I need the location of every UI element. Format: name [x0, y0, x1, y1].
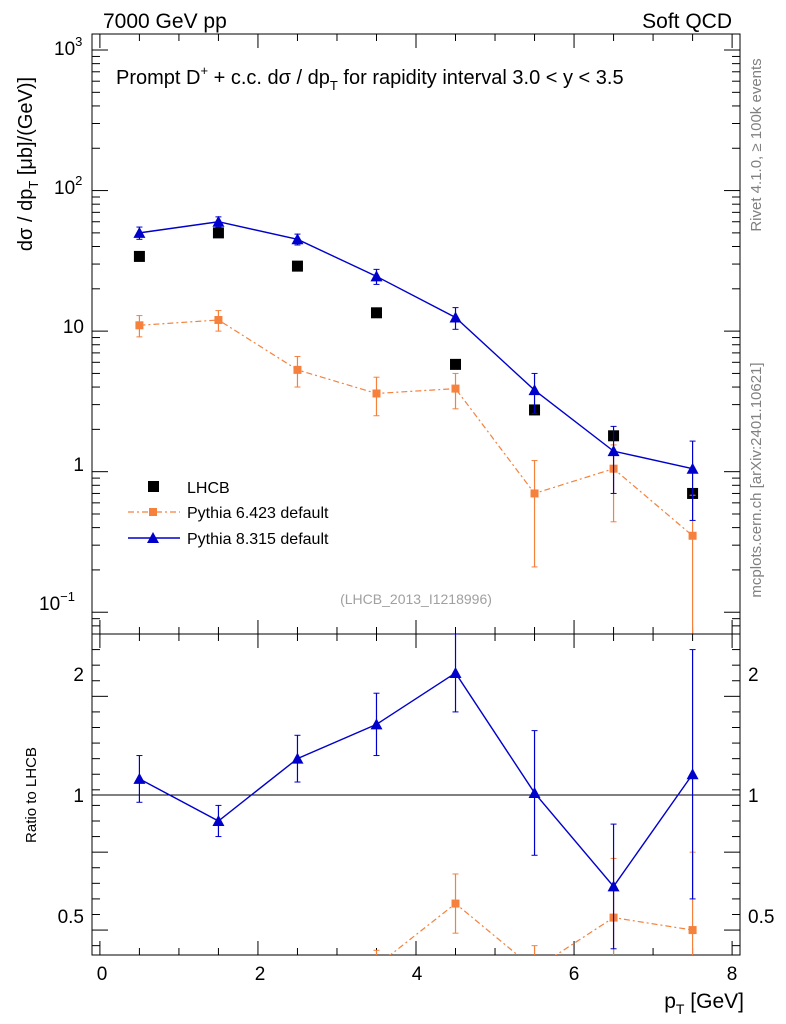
ratio-ytick-right-2: 2 [748, 665, 759, 686]
point-py6 [135, 321, 144, 330]
ratio-ytick-left-05: 0.5 [58, 907, 84, 928]
ylabel-sub: T [26, 181, 41, 189]
point-py8-ratio [370, 718, 383, 730]
point-py8 [212, 215, 225, 227]
point-lhcb [291, 260, 303, 272]
title-pre: Prompt D [116, 67, 200, 89]
ratio-ytick-right-1: 1 [748, 786, 759, 807]
series-line-py6-ratio [389, 902, 693, 955]
point-py8-ratio [686, 768, 699, 780]
point-py8 [291, 233, 304, 245]
xtick-0: 0 [97, 964, 108, 985]
main-ticks [92, 34, 740, 635]
main-panel: Prompt D+ + c.c. dσ / dpT for rapidity i… [15, 33, 741, 635]
ytick-01-exp: −1 [60, 589, 75, 604]
xtick-6: 6 [569, 964, 580, 985]
ratio-ticks [92, 633, 740, 955]
ytick-100: 102 [54, 173, 82, 199]
series-line-py8 [139, 221, 693, 470]
ratio-y-label: Ratio to LHCB [23, 747, 40, 843]
analysis-id: (LHCB_2013_I1218996) [340, 591, 492, 607]
point-py8 [449, 311, 462, 323]
xlabel-post: [GeV] [684, 990, 744, 1013]
main-series [133, 215, 699, 634]
ylabel-pre: dσ / dp [15, 189, 37, 251]
point-py6-ratio [451, 899, 460, 908]
point-py6 [530, 489, 539, 498]
ytick-1000-base: 10 [54, 39, 75, 60]
xtick-8: 8 [727, 964, 738, 985]
point-py8 [370, 270, 383, 282]
point-lhcb [450, 358, 462, 370]
xlabel-sub: T [676, 1001, 685, 1017]
collision-label: 7000 GeV pp [103, 10, 227, 33]
point-py8 [686, 462, 699, 474]
point-py8-ratio [449, 666, 462, 678]
ytick-1: 1 [73, 455, 84, 476]
point-py6 [293, 365, 302, 374]
point-py6-ratio [372, 962, 380, 970]
ratio-ytick-left-2: 2 [73, 665, 84, 686]
point-py8-ratio [212, 814, 225, 826]
ytick-1000: 103 [54, 34, 82, 60]
ytick-01: 10−1 [39, 589, 75, 615]
ytick-01-base: 10 [39, 594, 60, 615]
process-label: Soft QCD [642, 10, 732, 33]
legend: LHCB Pythia 6.423 default Pythia 8.315 d… [128, 480, 329, 548]
title-sub: T [330, 78, 338, 93]
point-py6 [451, 384, 460, 393]
legend-marker-lhcb [148, 481, 159, 492]
ytick-100-exp: 2 [75, 173, 82, 188]
y-axis-label: dσ / dpT [μb]/(GeV)] [15, 77, 41, 251]
ratio-ytick-left-1: 1 [73, 786, 84, 807]
point-py6 [372, 389, 381, 398]
title-sup: + [200, 63, 208, 78]
ratio-panel: Ratio to LHCB 2 1 0.5 2 1 0.5 0 2 4 6 8 … [23, 633, 774, 1017]
point-py6 [214, 315, 223, 324]
ytick-10: 10 [63, 317, 84, 338]
legend-label-py6: Pythia 6.423 default [187, 505, 329, 522]
chart-title: Prompt D+ + c.c. dσ / dpT for rapidity i… [116, 63, 624, 93]
point-lhcb [133, 250, 145, 262]
title-post: for rapidity interval 3.0 < y < 3.5 [338, 67, 624, 89]
ratio-series-group [133, 634, 699, 973]
ylabel-post: [μb]/(GeV)] [15, 77, 37, 181]
point-lhcb [370, 307, 382, 319]
point-py6-ratio [688, 926, 697, 935]
point-py8-ratio [528, 786, 541, 798]
ratio-series [133, 634, 699, 973]
point-lhcb [212, 227, 224, 239]
xtick-4: 4 [412, 964, 423, 985]
point-py8-ratio [133, 772, 146, 784]
point-py6-ratio [531, 965, 539, 973]
point-py8-ratio [291, 752, 304, 764]
legend-label-lhcb: LHCB [187, 480, 230, 497]
ytick-100-base: 10 [54, 178, 75, 199]
x-axis-label: pT [GeV] [664, 990, 744, 1017]
point-py8 [607, 445, 620, 457]
series-line-py8-ratio [139, 671, 694, 888]
title-mid: + c.c. dσ / dp [208, 67, 330, 89]
point-py8-ratio [607, 880, 620, 892]
ytick-1000-exp: 3 [75, 34, 82, 49]
point-py6 [688, 531, 697, 540]
legend-marker-py8 [147, 532, 159, 543]
xlabel-pre: p [664, 990, 676, 1013]
ratio-ytick-right-05: 0.5 [748, 907, 774, 928]
point-py8 [528, 384, 541, 396]
legend-marker-py6 [149, 508, 157, 516]
mcplots-label: mcplots.cern.ch [arXiv:2401.10621] [748, 362, 765, 597]
legend-label-py8: Pythia 8.315 default [187, 531, 329, 548]
rivet-label: Rivet 4.1.0, ≥ 100k events [748, 58, 765, 231]
xtick-2: 2 [255, 964, 266, 985]
series-line-py6 [139, 319, 693, 537]
point-py8 [133, 226, 146, 238]
